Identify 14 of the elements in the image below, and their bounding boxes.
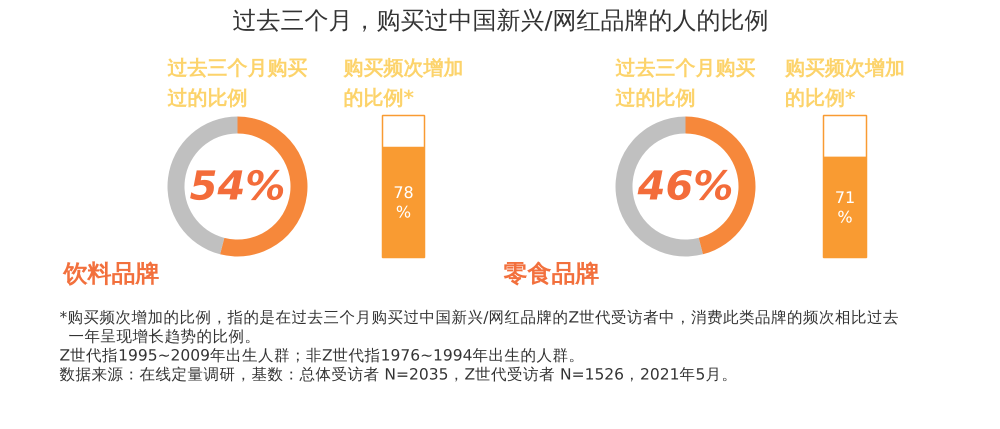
text: *购买频次增加的比例，指的是在过去三个月购买过中国新兴/网红品牌的Z世代受访者中，消费此类品牌的频次相比过去一年呈现增长趋势的比例。 [60,308,900,346]
chart-title: 购买频次增加的比例* [784,56,905,110]
data-label: 54% [190,164,286,210]
chart-title: 购买频次增加的比例* [342,56,464,110]
text: 过去三个月，购买过中国新兴/网红品牌的人的比例 [232,6,769,34]
text: 零食品牌 [504,260,600,288]
data-label: 71% [834,188,856,227]
chart-title: 过去三个月购买过的比例 [614,56,756,110]
source-note: 数据来源：在线定量调研，基数：总体受访者 N=2035，Z世代受访者 N=1526，2021年5月。 [60,366,738,384]
chart-title: 过去三个月购买过的比例 [166,56,308,110]
text: Z世代指1995~2009年出生人群；非Z世代指1976~1994年出生的人群。 [60,346,584,364]
text: 饮料品牌 [62,260,160,288]
data-label: 78% [393,183,414,222]
data-label: 46% [636,164,734,210]
